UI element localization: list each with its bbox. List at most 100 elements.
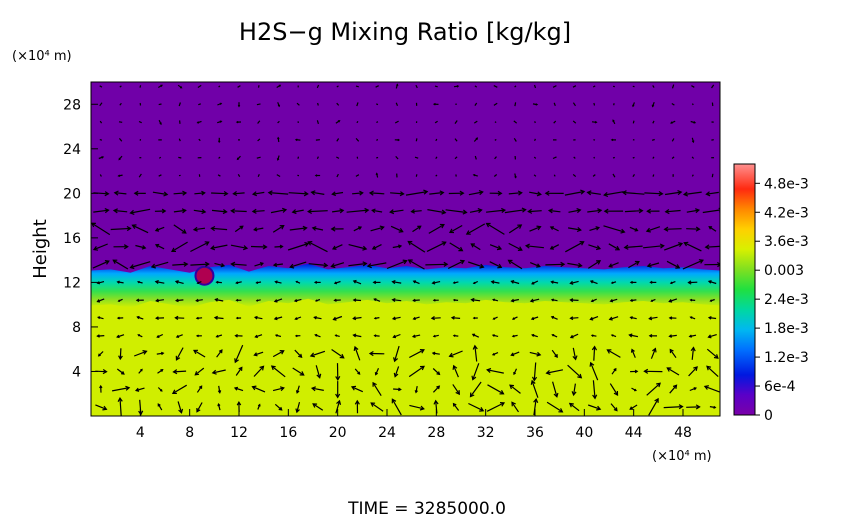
wind-vector-head — [569, 298, 574, 303]
wind-vector-head — [314, 174, 318, 177]
wind-vector — [178, 138, 181, 142]
wind-vector-head — [634, 227, 639, 232]
wind-vector — [549, 209, 561, 213]
wind-vector-head — [277, 104, 281, 108]
wind-vector — [511, 280, 520, 285]
wind-vector-head — [163, 191, 169, 197]
wind-vector-head — [549, 226, 554, 230]
wind-vector-head — [142, 350, 148, 355]
wind-vector — [93, 209, 109, 213]
wind-vector-head — [551, 334, 555, 337]
wind-vector — [395, 102, 399, 106]
wind-vector-head — [412, 316, 416, 321]
wind-vector-head — [693, 366, 698, 372]
wind-vector-head — [259, 262, 265, 266]
wind-vector — [190, 263, 209, 266]
wind-vector — [211, 209, 227, 213]
wind-vector — [346, 209, 369, 213]
wind-vector-head — [414, 390, 418, 394]
wind-vector — [212, 369, 226, 374]
wind-vector-head — [214, 297, 219, 302]
wind-vector-head — [596, 260, 602, 265]
wind-vector-head — [399, 191, 405, 197]
wind-vector — [118, 121, 123, 123]
wind-vector-head — [159, 122, 162, 126]
wind-vector-head — [449, 228, 455, 234]
wind-vector — [254, 316, 263, 320]
wind-vector — [353, 334, 362, 338]
wind-vector-head — [217, 140, 221, 144]
wind-vector-head — [419, 405, 425, 411]
wind-vector-head — [278, 406, 283, 411]
wind-vector-head — [398, 227, 404, 233]
wind-vector-head — [395, 83, 399, 87]
wind-vector — [609, 316, 619, 320]
wind-vector — [445, 209, 467, 214]
wind-vector — [511, 401, 519, 413]
wind-vector — [511, 351, 520, 356]
wind-vector — [312, 227, 324, 231]
wind-vector — [316, 120, 319, 125]
wind-vector-head — [101, 156, 105, 159]
wind-vector — [332, 191, 344, 195]
wind-vector — [353, 280, 362, 285]
wind-vector-head — [370, 402, 376, 407]
wind-vector-head — [490, 280, 495, 284]
wind-vector — [568, 227, 581, 231]
wind-vector — [408, 365, 425, 378]
wind-vector-head — [255, 281, 259, 284]
wind-vector — [99, 120, 103, 124]
wind-vector — [671, 102, 675, 106]
wind-vector — [392, 316, 401, 320]
wind-vector-head — [211, 369, 217, 375]
wind-vector-head — [689, 298, 693, 302]
wind-vector-head — [339, 208, 345, 214]
wind-vector — [296, 401, 301, 413]
wind-vector — [234, 344, 244, 363]
wind-vector-head — [236, 157, 240, 161]
wind-vector — [474, 85, 478, 88]
wind-vector — [708, 280, 717, 285]
wind-vector — [706, 191, 719, 195]
wind-vector-head — [688, 334, 692, 338]
wind-vector — [256, 156, 261, 159]
x-tick-label: 48 — [674, 425, 692, 441]
wind-vector-head — [364, 207, 370, 213]
wind-vector-head — [352, 279, 357, 284]
wind-vector-head — [634, 369, 639, 374]
wind-vector-head — [411, 334, 416, 338]
colorbar-tick-label: 3.6e-3 — [764, 234, 809, 250]
y-tick-label: 24 — [63, 142, 81, 158]
wind-vector-head — [295, 408, 300, 414]
wind-vector — [390, 225, 403, 233]
wind-vector-head — [407, 240, 413, 246]
wind-vector-head — [623, 244, 629, 250]
wind-vector — [534, 121, 536, 124]
wind-vector — [530, 298, 540, 302]
wind-vector — [608, 243, 620, 251]
wind-vector — [133, 350, 147, 357]
wind-vector — [234, 387, 244, 392]
wind-vector-head — [646, 208, 652, 214]
wind-vector-head — [116, 334, 120, 339]
wind-vector — [411, 210, 422, 213]
wind-vector-head — [643, 368, 649, 374]
wind-vector — [652, 120, 655, 124]
wind-vector-head — [277, 136, 280, 140]
wind-vector — [386, 260, 407, 270]
wind-vector-head — [402, 259, 408, 265]
wind-vector-head — [219, 120, 223, 123]
wind-vector — [348, 244, 367, 250]
wind-vector-head — [517, 190, 523, 196]
wind-vector-head — [690, 346, 696, 352]
wind-vector — [489, 244, 502, 250]
wind-vector — [274, 298, 283, 303]
wind-vector — [372, 244, 382, 250]
wind-vector-head — [336, 399, 342, 405]
wind-vector-head — [307, 208, 312, 215]
wind-vector — [546, 401, 563, 413]
wind-vector — [511, 298, 520, 302]
wind-vector-head — [155, 316, 159, 321]
wind-vector-head — [234, 333, 238, 338]
wind-vector-head — [634, 260, 640, 266]
